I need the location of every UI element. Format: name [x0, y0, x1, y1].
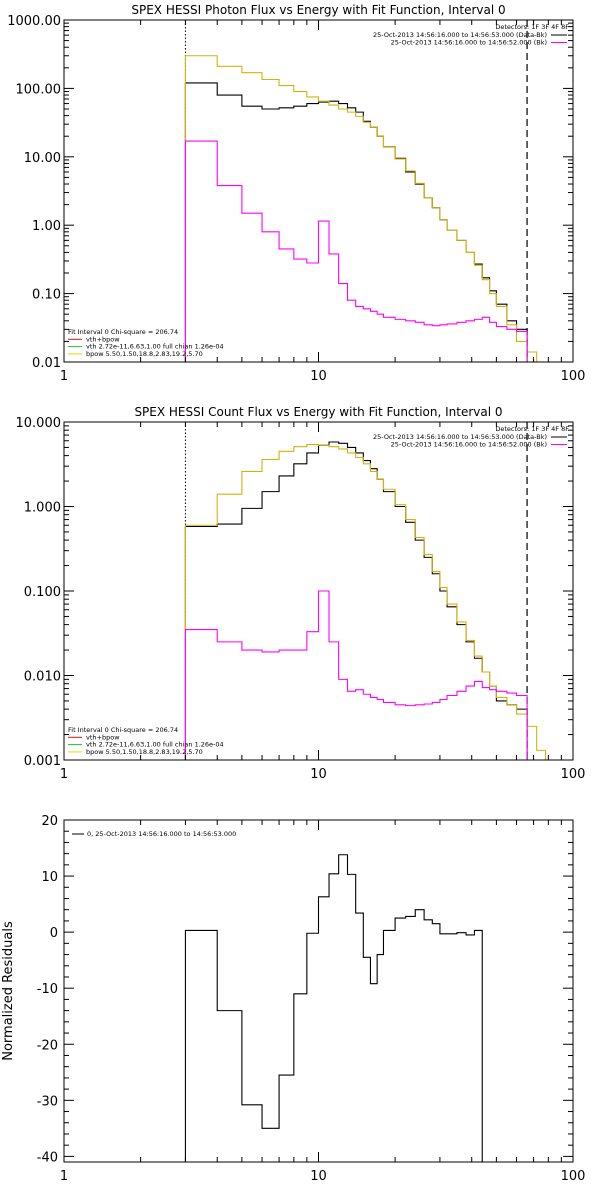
y-tick-label: 0.01 [32, 356, 61, 371]
series-1-line [184, 55, 547, 362]
chart-title: SPEX HESSI Count Flux vs Energy with Fit… [134, 405, 502, 419]
y-axis-label: Normalized Residuals [1, 921, 16, 1061]
x-tick-label: 10 [310, 369, 327, 384]
legend-top-label: 25-Oct-2013 14:56:16.000 to 14:56:52.000… [391, 39, 547, 47]
axes-frame [63, 819, 574, 1163]
x-tick-label: 1 [60, 767, 68, 782]
x-tick-label: 10 [310, 767, 327, 782]
legend-bottom-label: vth 2.72e-11,6.63,1.00 full chian 1.26e-… [86, 741, 224, 749]
series-2-line [184, 590, 528, 760]
y-tick-label: -30 [37, 1094, 58, 1109]
legend-label: 0, 25-Oct-2013 14:56:16.000 to 14:56:53.… [87, 830, 236, 838]
y-tick-label: 0.010 [24, 670, 61, 685]
legend-top-label: 25-Oct-2013 14:56:16.000 to 14:56:53.000… [373, 433, 547, 441]
series-0-line [184, 82, 528, 362]
legend-bottom-label: Fit Interval 0 Chi-square = 206.74 [68, 726, 178, 734]
y-tick-label: -40 [37, 1150, 58, 1165]
y-tick-label: 0.10 [32, 288, 61, 303]
legend-top-label: 25-Oct-2013 14:56:16.000 to 14:56:52.000… [391, 441, 547, 449]
legend-detectors: Detectors: 1F 3F 4F 8F [495, 425, 569, 433]
x-tick-label: 100 [561, 369, 586, 384]
series-0-line [184, 854, 483, 1162]
x-tick-label: 1 [60, 369, 68, 384]
legend-bottom-label: bpow 5.50,1.50,18.8,2.83,19.2,5.70 [86, 350, 203, 358]
y-tick-label: 100.00 [16, 82, 62, 97]
y-tick-label: -20 [37, 1038, 58, 1053]
residuals-panel: 1 10 100 -40 -30 -20 -10 0 10 20 Normalized Residu… [1, 814, 585, 1184]
y-tick-label: 10 [41, 870, 58, 885]
y-tick-label: 1.00 [32, 219, 61, 234]
legend-bottom-label: Fit Interval 0 Chi-square = 206.74 [68, 328, 178, 336]
y-tick-label: 10.000 [16, 416, 62, 431]
x-tick-label: 100 [561, 767, 586, 782]
y-tick-label: 0.100 [24, 585, 61, 600]
plot-area [184, 422, 547, 760]
y-tick-label: 1000.00 [7, 14, 61, 29]
y-tick-label: 0 [50, 926, 58, 941]
y-tick-label: 10.00 [24, 151, 61, 166]
series-2-line [184, 140, 528, 362]
x-tick-label: 10 [310, 1169, 327, 1184]
axes-frame [63, 19, 574, 363]
series-0-line [184, 441, 528, 760]
legend-bottom-label: vth+bpow [86, 733, 120, 741]
y-tick-label: 20 [41, 814, 58, 829]
y-tick-label: -10 [37, 982, 58, 997]
x-tick-label: 100 [561, 1169, 586, 1184]
series-1-line [184, 444, 547, 760]
chart-title: SPEX HESSI Photon Flux vs Energy with Fi… [131, 3, 505, 17]
count-flux-panel: SPEX HESSI Count Flux vs Energy with Fit… [16, 405, 586, 782]
legend-top-label: 25-Oct-2013 14:56:16.000 to 14:56:53.000… [373, 31, 547, 39]
x-tick-label: 1 [60, 1169, 68, 1184]
y-tick-label: 0.001 [24, 754, 61, 769]
legend-bottom-label: bpow 5.50,1.50,18.8,2.83,19.2,5.70 [86, 748, 203, 756]
plot-area [184, 854, 483, 1162]
legend-detectors: Detectors: 1F 3F 4F 8F [495, 23, 569, 31]
legend-bottom-label: vth+bpow [86, 335, 120, 343]
plot-area [184, 20, 547, 362]
y-tick-label: 1.000 [24, 501, 61, 516]
photon-flux-panel: SPEX HESSI Photon Flux vs Energy with Fi… [7, 3, 585, 384]
legend-bottom-label: vth 2.72e-11,6.63,1.00 full chian 1.26e-… [86, 343, 224, 351]
